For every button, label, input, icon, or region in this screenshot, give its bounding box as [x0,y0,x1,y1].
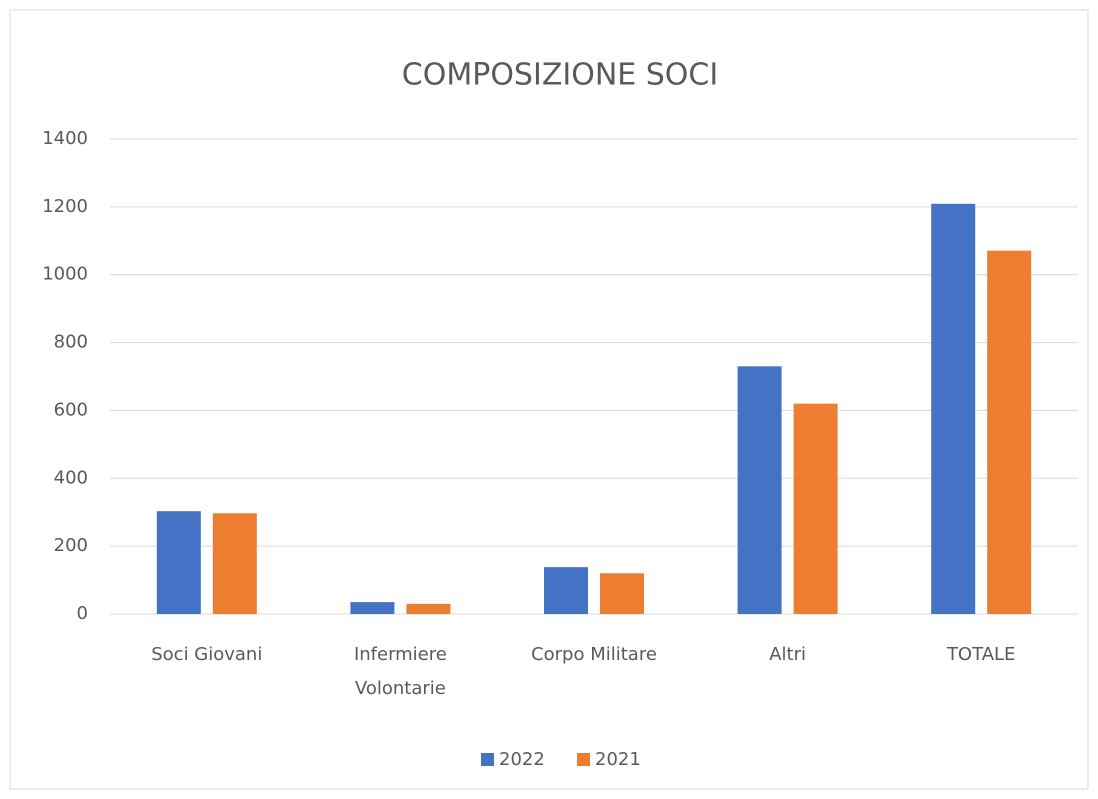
bar [737,366,782,614]
legend-swatch [481,753,494,766]
bar [406,603,451,614]
bar [350,602,395,614]
legend-swatch [577,753,590,766]
y-tick-label: 600 [54,399,88,420]
y-tick-label: 400 [54,467,88,488]
y-tick-label: 1200 [42,196,88,217]
y-tick-label: 1000 [42,264,88,285]
y-tick-label: 1400 [42,128,88,149]
bar [931,203,976,614]
legend-label: 2022 [499,749,545,770]
x-tick-label: TOTALE [946,644,1016,665]
y-tick-label: 0 [77,603,88,624]
y-tick-label: 200 [54,535,88,556]
chart-title: COMPOSIZIONE SOCI [402,58,718,93]
bar [156,511,201,614]
y-tick-label: 800 [54,332,88,353]
legend-label: 2021 [595,749,641,770]
x-tick-label: Soci Giovani [151,644,263,665]
x-tick-label: Corpo Militare [531,644,657,665]
x-tick-label: Infermiere Volontarie [353,644,447,699]
bar [212,513,257,614]
bar [793,403,838,614]
bar [600,573,644,614]
x-tick-label: Altri [769,644,806,665]
bar [544,567,588,614]
chart-border [9,9,1089,790]
bar [987,250,1032,614]
